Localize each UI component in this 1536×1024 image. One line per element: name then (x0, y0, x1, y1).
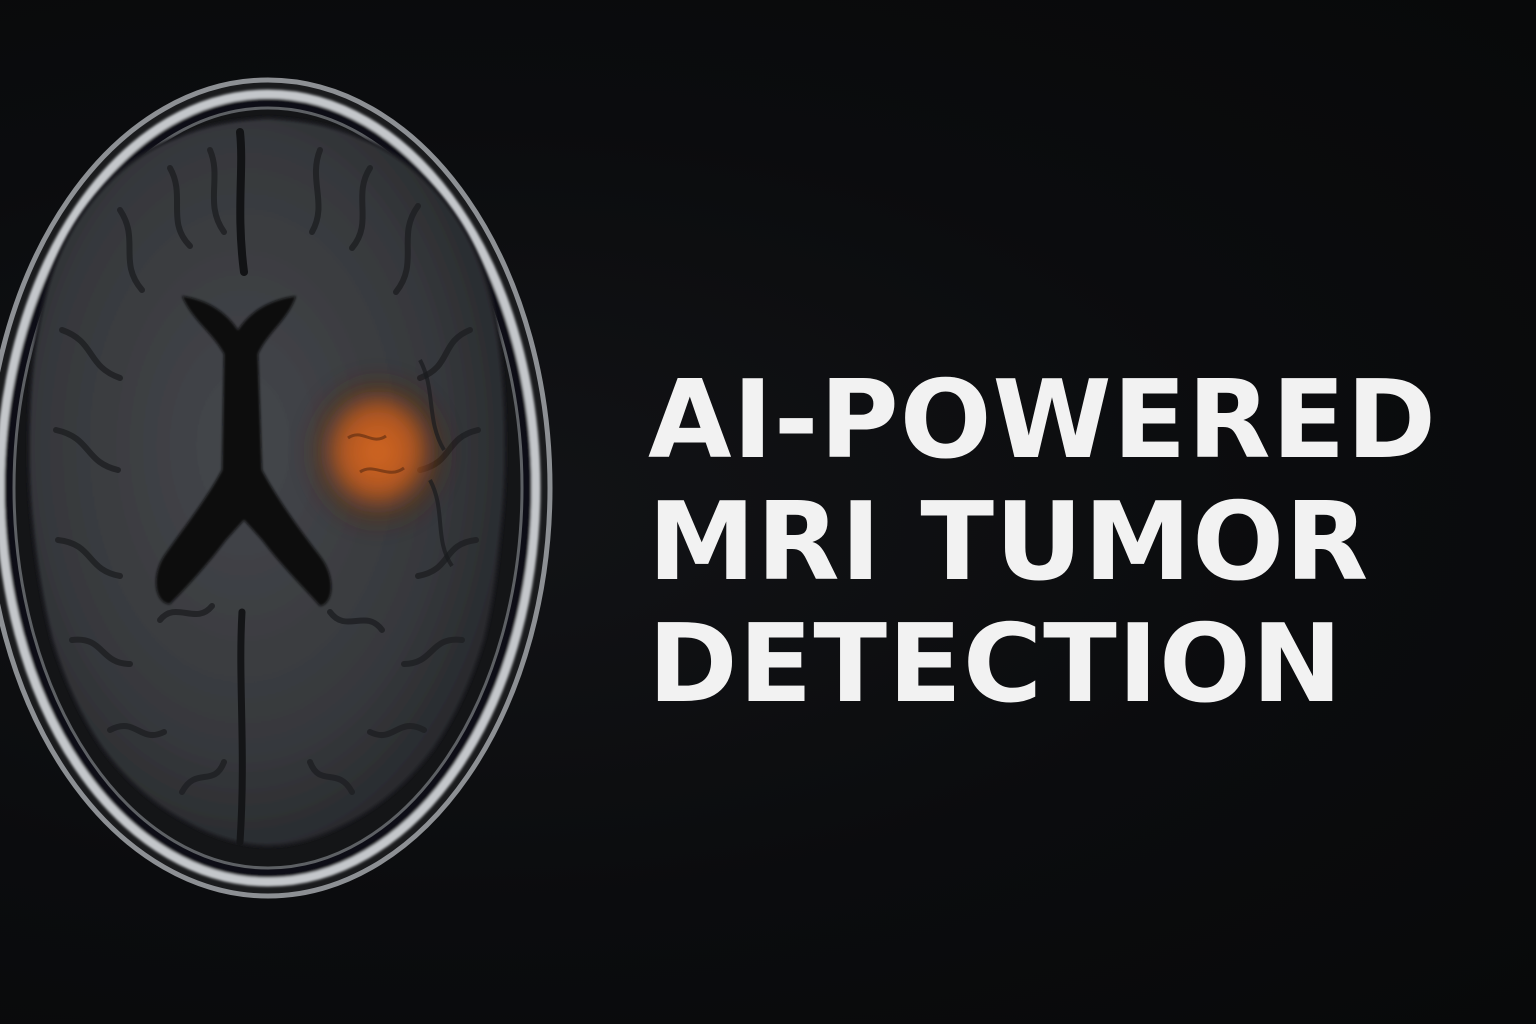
ventricles (156, 296, 332, 606)
headline-line-1: AI-POWERED (648, 358, 1438, 483)
midline-fissure (236, 128, 248, 276)
headline-line-2: MRI TUMOR (648, 480, 1370, 605)
headline: AI-POWERED MRI TUMOR DETECTION (648, 360, 1508, 726)
headline-line-3: DETECTION (648, 602, 1344, 727)
